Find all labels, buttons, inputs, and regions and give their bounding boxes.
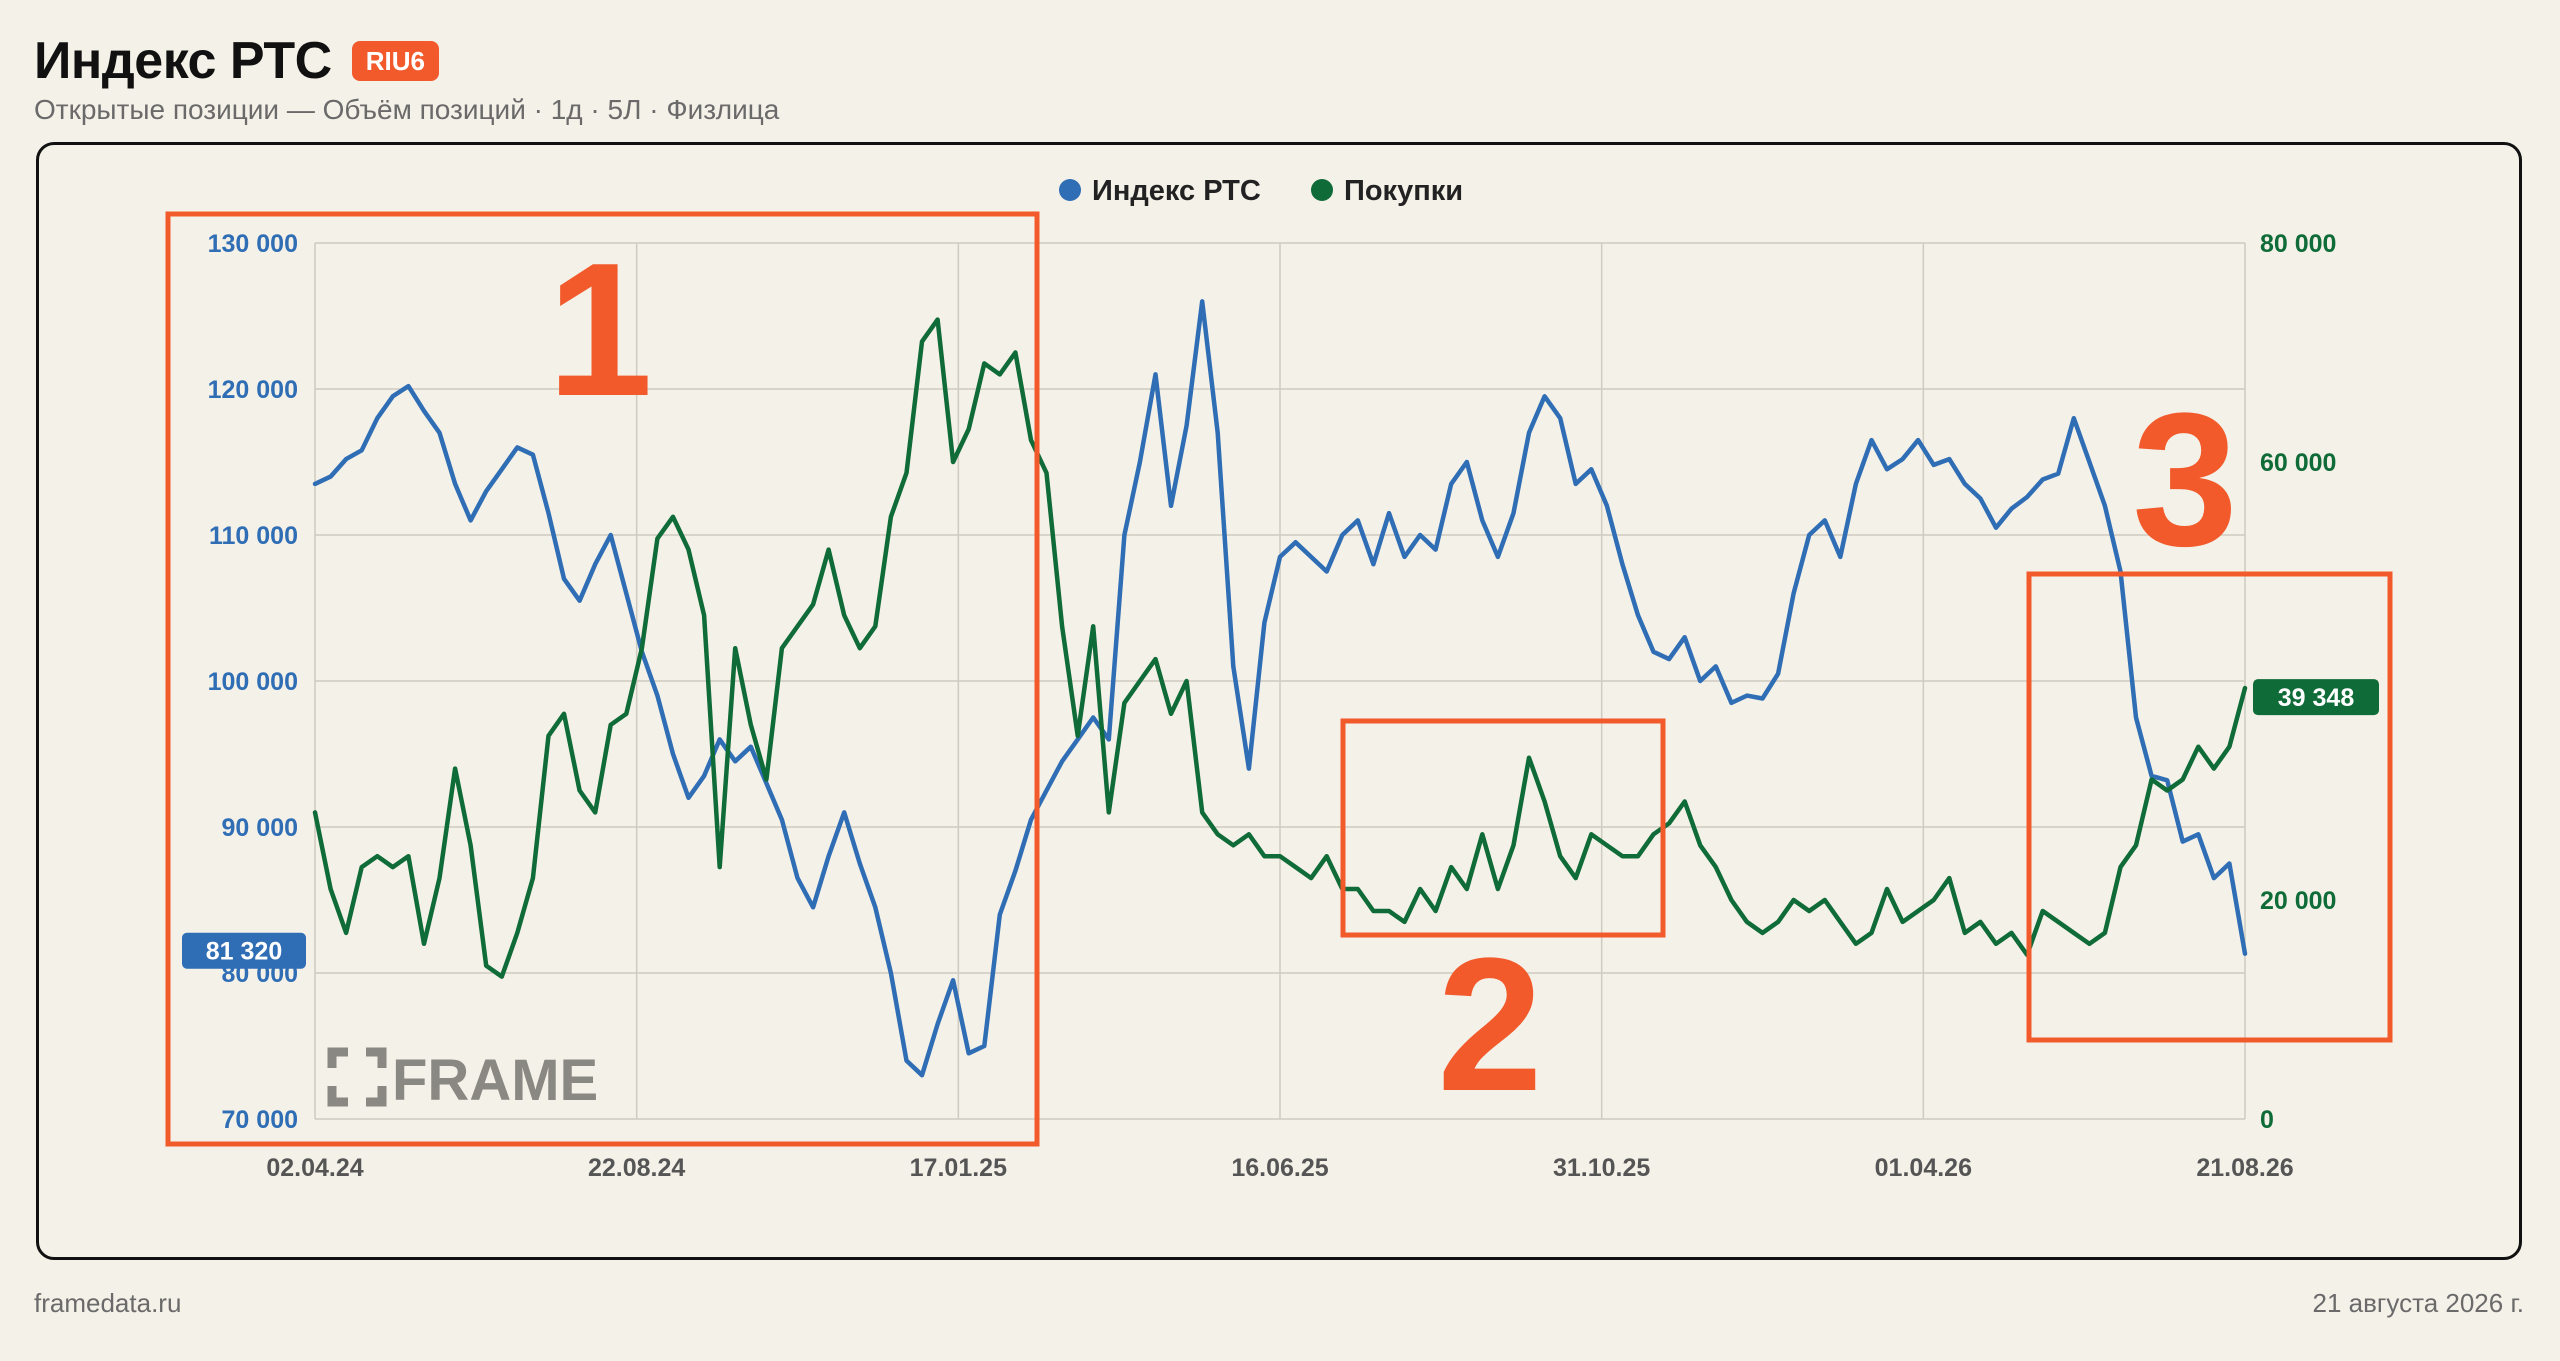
y-right-tick-label: 80 000 (2260, 230, 2336, 258)
current-value-badge-left (182, 932, 306, 969)
annotation-label-1: 1 (547, 224, 653, 436)
x-tick-label: 01.04.26 (1875, 1154, 1972, 1182)
x-tick-label: 22.08.24 (588, 1154, 685, 1182)
y-left-tick-label: 90 000 (222, 814, 298, 842)
page-title: Индекс РТС (34, 32, 332, 90)
watermark-logo-icon (366, 1047, 387, 1068)
y-left-tick-label: 130 000 (208, 230, 298, 258)
y-right-tick-label: 0 (2260, 1106, 2274, 1134)
footer-date: 21 августа 2026 г. (2312, 1288, 2524, 1318)
y-left-tick-label: 100 000 (208, 668, 298, 696)
annotation-box-2 (1340, 718, 1666, 938)
watermark-logo-icon (327, 1086, 348, 1107)
current-value-left: 81 320 (206, 938, 282, 966)
legend-marker (1059, 179, 1081, 201)
watermark-text: FRAME (392, 1048, 598, 1113)
y-right-tick-label: 20 000 (2260, 887, 2336, 915)
y-right-tick-label: 60 000 (2260, 449, 2336, 477)
x-tick-label: 21.08.26 (2196, 1154, 2293, 1182)
header: Индекс РТС RIU6 Открытые позиции — Объём… (34, 30, 779, 126)
chart-frame (36, 142, 2522, 1260)
series-line-left (312, 299, 2248, 1078)
footer-source: framedata.ru (34, 1288, 182, 1318)
x-tick-label: 02.04.24 (266, 1154, 363, 1182)
frame-watermark (327, 1047, 387, 1107)
series-line-right (312, 317, 2248, 979)
legend-label: Индекс РТС (1092, 175, 1261, 207)
y-left-tick-label: 120 000 (208, 376, 298, 404)
x-tick-label: 31.10.25 (1553, 1154, 1650, 1182)
y-left-tick-label: 110 000 (209, 522, 298, 550)
legend-label: Покупки (1344, 175, 1463, 207)
watermark-logo-icon (327, 1047, 348, 1068)
x-tick-label: 17.01.25 (910, 1154, 1007, 1182)
current-value-badge-right (2253, 679, 2379, 716)
ticker-badge: RIU6 (351, 41, 439, 81)
title-row: Индекс РТС RIU6 (34, 30, 779, 92)
page-subtitle: Открытые позиции — Объём позиций · 1д · … (34, 94, 780, 125)
y-left-tick-label: 70 000 (222, 1106, 298, 1134)
annotation-box-1 (165, 211, 1040, 1147)
watermark-logo-icon (366, 1086, 387, 1107)
annotation-label-3: 3 (2132, 374, 2238, 586)
x-tick-label: 16.06.25 (1231, 1154, 1328, 1182)
annotation-box-3 (2026, 571, 2393, 1043)
legend-marker (1311, 179, 1333, 201)
annotation-label-2: 2 (1437, 919, 1543, 1131)
current-value-right: 39 348 (2278, 684, 2355, 712)
